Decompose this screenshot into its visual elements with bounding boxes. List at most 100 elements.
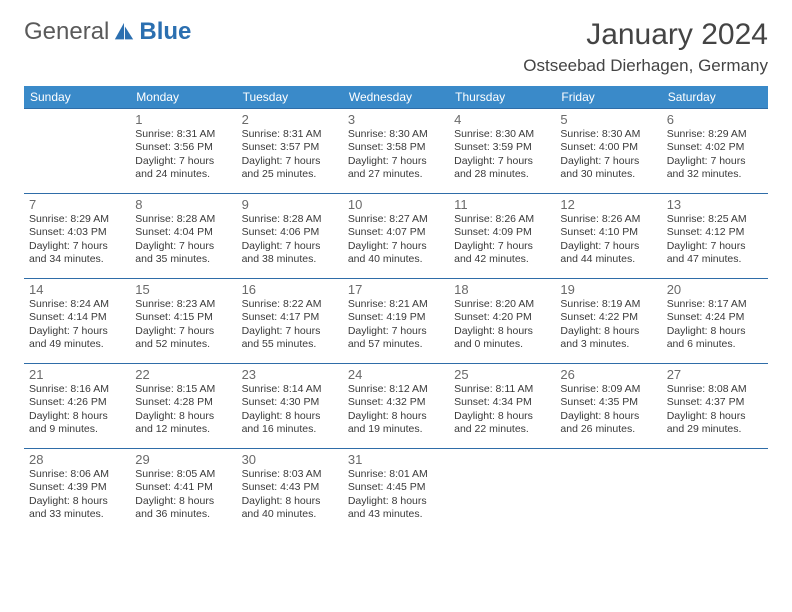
calendar-day-cell: [555, 449, 661, 534]
sunset-text: Sunset: 4:15 PM: [135, 311, 231, 324]
daylight-text: Daylight: 7 hours: [454, 240, 550, 253]
day-number: 13: [667, 197, 763, 212]
daylight-text: Daylight: 7 hours: [29, 325, 125, 338]
sunset-text: Sunset: 4:35 PM: [560, 396, 656, 409]
weekday-header: Friday: [555, 86, 661, 109]
sunrise-text: Sunrise: 8:27 AM: [348, 213, 444, 226]
calendar-day-cell: 25Sunrise: 8:11 AMSunset: 4:34 PMDayligh…: [449, 364, 555, 449]
daylight-text: and 25 minutes.: [242, 168, 338, 181]
daylight-text: and 19 minutes.: [348, 423, 444, 436]
day-number: 22: [135, 367, 231, 382]
sunset-text: Sunset: 4:34 PM: [454, 396, 550, 409]
calendar-day-cell: 21Sunrise: 8:16 AMSunset: 4:26 PMDayligh…: [24, 364, 130, 449]
sunset-text: Sunset: 4:04 PM: [135, 226, 231, 239]
calendar-day-cell: 15Sunrise: 8:23 AMSunset: 4:15 PMDayligh…: [130, 279, 236, 364]
daylight-text: Daylight: 7 hours: [348, 325, 444, 338]
daylight-text: Daylight: 8 hours: [454, 410, 550, 423]
sunrise-text: Sunrise: 8:22 AM: [242, 298, 338, 311]
sunrise-text: Sunrise: 8:09 AM: [560, 383, 656, 396]
daylight-text: Daylight: 7 hours: [29, 240, 125, 253]
sunset-text: Sunset: 4:17 PM: [242, 311, 338, 324]
sunrise-text: Sunrise: 8:15 AM: [135, 383, 231, 396]
calendar-day-cell: 10Sunrise: 8:27 AMSunset: 4:07 PMDayligh…: [343, 194, 449, 279]
sunrise-text: Sunrise: 8:17 AM: [667, 298, 763, 311]
sunset-text: Sunset: 4:26 PM: [29, 396, 125, 409]
calendar-week-row: 21Sunrise: 8:16 AMSunset: 4:26 PMDayligh…: [24, 364, 768, 449]
day-number: 15: [135, 282, 231, 297]
calendar-day-cell: 13Sunrise: 8:25 AMSunset: 4:12 PMDayligh…: [662, 194, 768, 279]
day-number: 3: [348, 112, 444, 127]
sunset-text: Sunset: 3:57 PM: [242, 141, 338, 154]
daylight-text: and 29 minutes.: [667, 423, 763, 436]
day-number: 21: [29, 367, 125, 382]
daylight-text: Daylight: 8 hours: [29, 495, 125, 508]
daylight-text: Daylight: 8 hours: [135, 410, 231, 423]
sunrise-text: Sunrise: 8:28 AM: [242, 213, 338, 226]
daylight-text: and 57 minutes.: [348, 338, 444, 351]
calendar-day-cell: 16Sunrise: 8:22 AMSunset: 4:17 PMDayligh…: [237, 279, 343, 364]
calendar-day-cell: 12Sunrise: 8:26 AMSunset: 4:10 PMDayligh…: [555, 194, 661, 279]
daylight-text: and 47 minutes.: [667, 253, 763, 266]
daylight-text: Daylight: 8 hours: [348, 495, 444, 508]
daylight-text: and 40 minutes.: [242, 508, 338, 521]
sunrise-text: Sunrise: 8:20 AM: [454, 298, 550, 311]
sunset-text: Sunset: 4:24 PM: [667, 311, 763, 324]
calendar-day-cell: 14Sunrise: 8:24 AMSunset: 4:14 PMDayligh…: [24, 279, 130, 364]
sunset-text: Sunset: 4:06 PM: [242, 226, 338, 239]
calendar-table: Sunday Monday Tuesday Wednesday Thursday…: [24, 86, 768, 534]
daylight-text: Daylight: 7 hours: [560, 155, 656, 168]
daylight-text: Daylight: 7 hours: [242, 155, 338, 168]
calendar-day-cell: 1Sunrise: 8:31 AMSunset: 3:56 PMDaylight…: [130, 109, 236, 194]
logo-text-blue: Blue: [139, 18, 191, 46]
sunrise-text: Sunrise: 8:08 AM: [667, 383, 763, 396]
daylight-text: and 44 minutes.: [560, 253, 656, 266]
day-number: 11: [454, 197, 550, 212]
calendar-day-cell: 28Sunrise: 8:06 AMSunset: 4:39 PMDayligh…: [24, 449, 130, 534]
sunrise-text: Sunrise: 8:30 AM: [348, 128, 444, 141]
calendar-day-cell: [449, 449, 555, 534]
calendar-day-cell: 23Sunrise: 8:14 AMSunset: 4:30 PMDayligh…: [237, 364, 343, 449]
daylight-text: and 24 minutes.: [135, 168, 231, 181]
daylight-text: and 27 minutes.: [348, 168, 444, 181]
calendar-day-cell: 11Sunrise: 8:26 AMSunset: 4:09 PMDayligh…: [449, 194, 555, 279]
daylight-text: Daylight: 7 hours: [135, 155, 231, 168]
calendar-day-cell: 26Sunrise: 8:09 AMSunset: 4:35 PMDayligh…: [555, 364, 661, 449]
daylight-text: and 32 minutes.: [667, 168, 763, 181]
calendar-day-cell: 9Sunrise: 8:28 AMSunset: 4:06 PMDaylight…: [237, 194, 343, 279]
daylight-text: Daylight: 8 hours: [242, 495, 338, 508]
sunrise-text: Sunrise: 8:29 AM: [29, 213, 125, 226]
sunrise-text: Sunrise: 8:06 AM: [29, 468, 125, 481]
day-number: 23: [242, 367, 338, 382]
day-number: 31: [348, 452, 444, 467]
daylight-text: and 9 minutes.: [29, 423, 125, 436]
sunset-text: Sunset: 4:03 PM: [29, 226, 125, 239]
day-number: 19: [560, 282, 656, 297]
day-number: 30: [242, 452, 338, 467]
day-number: 27: [667, 367, 763, 382]
sunset-text: Sunset: 4:32 PM: [348, 396, 444, 409]
daylight-text: Daylight: 7 hours: [348, 240, 444, 253]
sail-icon: [113, 21, 135, 43]
daylight-text: Daylight: 8 hours: [135, 495, 231, 508]
day-number: 25: [454, 367, 550, 382]
day-number: 8: [135, 197, 231, 212]
daylight-text: Daylight: 8 hours: [242, 410, 338, 423]
daylight-text: Daylight: 7 hours: [135, 240, 231, 253]
day-number: 6: [667, 112, 763, 127]
weekday-header: Thursday: [449, 86, 555, 109]
calendar-day-cell: 7Sunrise: 8:29 AMSunset: 4:03 PMDaylight…: [24, 194, 130, 279]
sunset-text: Sunset: 4:14 PM: [29, 311, 125, 324]
sunset-text: Sunset: 3:59 PM: [454, 141, 550, 154]
day-number: 17: [348, 282, 444, 297]
header: General Blue January 2024 Ostseebad Dier…: [24, 18, 768, 76]
daylight-text: Daylight: 8 hours: [667, 325, 763, 338]
sunset-text: Sunset: 4:20 PM: [454, 311, 550, 324]
sunset-text: Sunset: 4:39 PM: [29, 481, 125, 494]
daylight-text: and 0 minutes.: [454, 338, 550, 351]
weekday-header: Monday: [130, 86, 236, 109]
calendar-week-row: 28Sunrise: 8:06 AMSunset: 4:39 PMDayligh…: [24, 449, 768, 534]
sunset-text: Sunset: 4:10 PM: [560, 226, 656, 239]
weekday-header: Saturday: [662, 86, 768, 109]
calendar-week-row: 1Sunrise: 8:31 AMSunset: 3:56 PMDaylight…: [24, 109, 768, 194]
weekday-header-row: Sunday Monday Tuesday Wednesday Thursday…: [24, 86, 768, 109]
